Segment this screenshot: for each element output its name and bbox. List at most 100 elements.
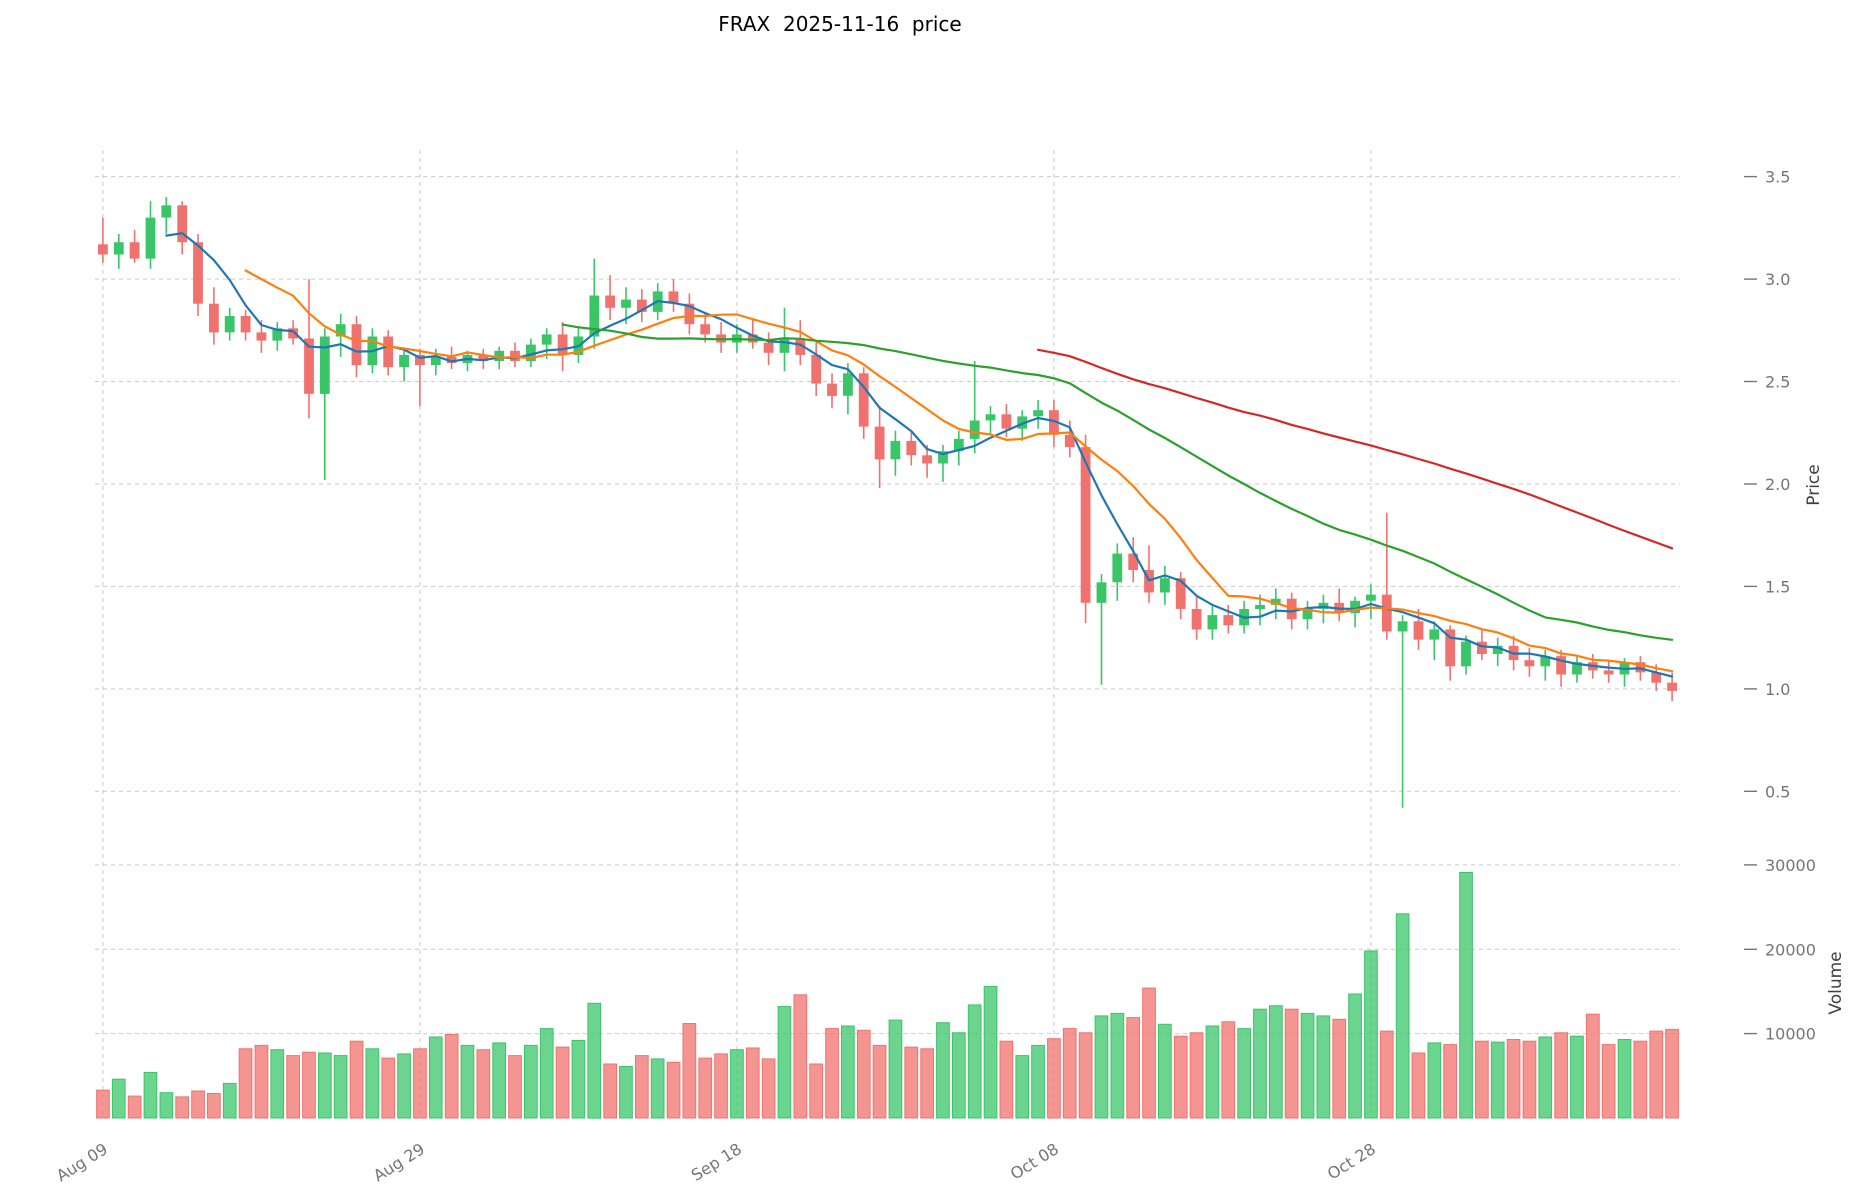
volume-bar: [619, 1066, 633, 1119]
price-tick-label: 3.0: [1765, 270, 1790, 289]
volume-bar: [983, 985, 998, 1119]
candle-body: [1477, 641, 1487, 654]
candle-body: [351, 324, 362, 366]
candle-body: [779, 338, 790, 353]
price-tick-label: 2.5: [1765, 373, 1790, 392]
candle-body: [98, 244, 108, 255]
candle-body: [1540, 656, 1551, 667]
candle-body: [193, 242, 203, 304]
volume-bar: [1158, 1023, 1172, 1119]
candle-body: [446, 356, 457, 363]
candle-body: [605, 295, 615, 308]
candle-body: [161, 205, 172, 218]
volume-bar: [1601, 1044, 1616, 1119]
candle-body: [1651, 672, 1662, 683]
volume-bar: [888, 1019, 903, 1119]
volume-tick-labels: 10000 20000 30000: [1744, 856, 1816, 1044]
volume-bar: [952, 1032, 966, 1119]
volume-bar: [809, 1063, 823, 1119]
candle-body: [922, 455, 932, 464]
candle-body: [430, 356, 441, 366]
volume-bar: [159, 1092, 174, 1119]
volume-bar: [254, 1044, 269, 1119]
volume-bar: [635, 1055, 649, 1119]
volume-bar: [1633, 1040, 1648, 1119]
price-tick-label: 1.5: [1765, 577, 1790, 596]
ma-line-ma5: [165, 232, 1674, 678]
volume-bar: [587, 1002, 602, 1119]
volume-bar: [1094, 1015, 1109, 1119]
candle-body: [906, 440, 917, 456]
candle-body: [1001, 414, 1012, 429]
candle-body: [113, 242, 124, 255]
ma-line-ma30: [561, 323, 1674, 641]
candle-body: [209, 303, 219, 333]
volume-bar: [1459, 872, 1473, 1119]
volume-bar: [825, 1028, 839, 1119]
date-tick-labels: Aug 09 Aug 29 Sep 18 Oct 08 Oct 28: [53, 1139, 1379, 1185]
volume-bar: [397, 1053, 411, 1119]
volume-bar: [413, 1048, 427, 1119]
volume-bar: [1665, 1028, 1679, 1119]
candle-body: [1302, 609, 1313, 620]
volume-bar: [1506, 1039, 1521, 1119]
price-tick-label: 0.5: [1765, 782, 1790, 801]
volume-bar: [714, 1053, 728, 1119]
volume-bar: [1189, 1032, 1204, 1119]
candle-body: [827, 383, 837, 396]
ma-line-ma10: [244, 269, 1674, 673]
volume-bar: [920, 1048, 934, 1119]
volume-bar: [1379, 1030, 1394, 1119]
volume-bar: [428, 1036, 443, 1119]
volume-bars: [96, 872, 1679, 1119]
volume-bar: [1364, 950, 1378, 1119]
candle-body: [383, 336, 394, 368]
volume-bar: [539, 1028, 554, 1119]
candle-body: [985, 414, 996, 421]
volume-bar: [1300, 1012, 1315, 1119]
candle-body: [1381, 594, 1392, 632]
volume-bar: [1110, 1012, 1125, 1119]
volume-bar: [143, 1071, 158, 1119]
candle-body: [938, 451, 948, 464]
volume-bar: [603, 1063, 617, 1119]
candle-body: [843, 373, 853, 396]
volume-bar: [999, 1040, 1014, 1119]
volume-bar: [1554, 1032, 1569, 1119]
volume-bar: [286, 1055, 300, 1119]
candle-body: [1175, 578, 1186, 609]
candle-body: [272, 328, 283, 341]
candle-body: [1223, 615, 1234, 626]
candle-body: [1556, 656, 1566, 675]
price-tick-labels: 0.5 1.0 1.5 2.0 2.5 3.0 3.5: [1744, 168, 1790, 801]
price-tick-label: 1.0: [1765, 680, 1790, 699]
volume-bar: [1269, 1005, 1283, 1119]
volume-bar: [936, 1022, 950, 1119]
candle-body: [1413, 621, 1424, 640]
candle-body: [795, 338, 806, 355]
candle-body: [874, 426, 885, 460]
candle-body: [1429, 629, 1440, 640]
volume-bar: [967, 1004, 982, 1119]
candle-body: [1064, 434, 1075, 448]
candle-body: [811, 354, 822, 384]
volume-tick-label: 30000: [1765, 856, 1816, 875]
candle-body: [953, 438, 964, 452]
volume-tick-label: 20000: [1765, 940, 1816, 959]
volume-bar: [1490, 1041, 1505, 1119]
ma-lines: [165, 232, 1674, 678]
candle-body: [1524, 660, 1535, 667]
candle-body: [145, 217, 156, 259]
candle-body: [557, 334, 568, 355]
volume-bar: [1047, 1038, 1061, 1119]
candle-body: [1572, 662, 1582, 675]
volume-bar: [1395, 913, 1410, 1119]
volume-bar: [841, 1025, 855, 1119]
volume-tick-label: 10000: [1765, 1025, 1816, 1044]
volume-bar: [666, 1061, 681, 1119]
candle-body: [335, 324, 346, 337]
volume-bar: [1411, 1052, 1426, 1119]
volume-bar: [1649, 1030, 1664, 1119]
candle-body: [304, 338, 314, 394]
